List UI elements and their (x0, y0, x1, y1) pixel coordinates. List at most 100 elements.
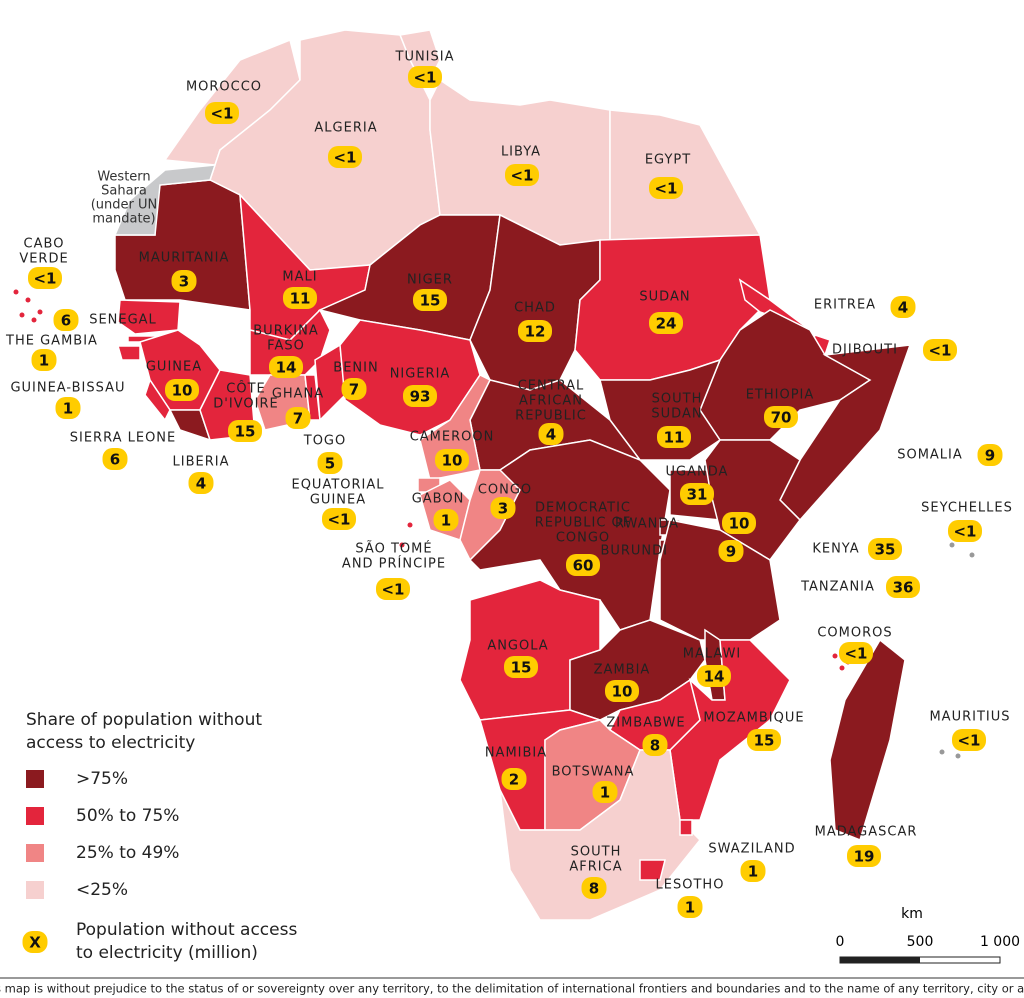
value-badge-bg (764, 406, 798, 428)
value-badge: 5 (325, 455, 335, 473)
country-name: TOGO (303, 434, 346, 449)
country-name: AFRICA (569, 860, 622, 875)
country-name: KENYA (812, 542, 859, 557)
country (829, 638, 906, 842)
island (31, 317, 37, 323)
value-badge: 1 (441, 512, 451, 530)
country-name: REPUBLIC (515, 409, 587, 424)
value-badge: 7 (349, 381, 359, 399)
country-name: REPUBLIC OF (535, 516, 632, 531)
value-badge: <1 (654, 180, 677, 198)
country-name: LESOTHO (656, 878, 725, 893)
country-name: SOUTH (571, 845, 622, 860)
value-badge: 15 (420, 292, 441, 310)
country-name: CABO (24, 237, 65, 252)
island (955, 753, 961, 759)
country-name: LIBERIA (173, 455, 230, 470)
value-badge-bg (283, 287, 317, 309)
country-name: DEMOCRATIC (535, 501, 631, 516)
country-name: GABON (412, 492, 465, 507)
country-name: AFRICAN (519, 394, 583, 409)
value-badge: <1 (957, 732, 980, 750)
country-name: CONGO (478, 483, 532, 498)
country (469, 213, 601, 391)
island (839, 665, 845, 671)
country-name: MALI (282, 270, 317, 285)
value-badge: 11 (290, 290, 311, 308)
value-badge-bg (697, 665, 731, 687)
country-name: ERITREA (814, 298, 876, 313)
country-name: GHANA (272, 387, 324, 402)
scale-label: 0 (836, 934, 845, 950)
value-badge-bg (433, 509, 459, 531)
country-name: NAMIBIA (485, 746, 547, 761)
value-badge-bg (31, 349, 57, 371)
island (949, 542, 955, 548)
value-badge: 70 (771, 409, 792, 427)
value-badge-bg (952, 729, 986, 751)
value-badge-bg (566, 554, 600, 576)
value-badge: <1 (928, 342, 951, 360)
value-badge: 8 (650, 737, 660, 755)
country-name: EQUATORIAL (291, 478, 384, 493)
value-badge-bg (435, 449, 469, 471)
island (939, 749, 945, 755)
value-badge: <1 (327, 511, 350, 529)
country-name: TANZANIA (800, 580, 875, 595)
value-badge-bg (948, 520, 982, 542)
value-badge: 15 (754, 732, 775, 750)
value-badge-bg (102, 448, 128, 470)
country-name: SUDAN (651, 407, 702, 422)
legend-label: <25% (76, 880, 128, 900)
value-badge: <1 (413, 69, 436, 87)
value-badge-bg (839, 642, 873, 664)
value-badge: 1 (748, 863, 758, 881)
value-badge: 11 (664, 429, 685, 447)
value-badge: 14 (276, 359, 297, 377)
value-badge-bg (490, 497, 516, 519)
island (407, 522, 413, 528)
value-badge: <1 (510, 167, 533, 185)
value-badge: 1 (685, 899, 695, 917)
value-badge-bg (53, 309, 79, 331)
country-name: CONGO (556, 531, 610, 546)
value-badge: <1 (844, 645, 867, 663)
value-badge: 4 (546, 426, 556, 444)
value-badge: 4 (196, 475, 206, 493)
value-badge-bg (505, 164, 539, 186)
value-badge: 9 (985, 447, 995, 465)
country-name: RWANDA (615, 517, 679, 532)
value-badge: 2 (509, 771, 519, 789)
value-badge: <1 (33, 270, 56, 288)
country-name: GUINEA (310, 493, 366, 508)
value-badge-bg (408, 66, 442, 88)
value-badge: 15 (235, 423, 256, 441)
disputed-label: Western (97, 170, 150, 185)
value-badge: <1 (210, 105, 233, 123)
value-badge-bg (171, 270, 197, 292)
country-name: MAURITANIA (139, 251, 230, 266)
value-badge-bg (341, 378, 367, 400)
value-badge-bg (649, 312, 683, 334)
country (117, 299, 181, 335)
value-badge: <1 (381, 581, 404, 599)
country-name: UGANDA (666, 465, 729, 480)
island (399, 542, 405, 548)
value-badge-bg (581, 877, 607, 899)
country-name: MOZAMBIQUE (703, 711, 804, 726)
country-name: SIERRA LEONE (70, 431, 177, 446)
value-badge: 3 (498, 500, 508, 518)
value-badge-bg (868, 538, 902, 560)
value-badge-bg (722, 512, 756, 534)
value-badge: 3 (179, 273, 189, 291)
value-badge: 10 (729, 515, 750, 533)
country-name: NIGERIA (390, 367, 451, 382)
value-badge: 1 (39, 352, 49, 370)
value-badge-bg (285, 407, 311, 429)
legend-swatch (26, 881, 44, 899)
country-name: CÔTE (226, 381, 265, 397)
value-badge-bg (605, 680, 639, 702)
country-name: ZIMBABWE (606, 716, 685, 731)
value-badge-bg (322, 508, 356, 530)
